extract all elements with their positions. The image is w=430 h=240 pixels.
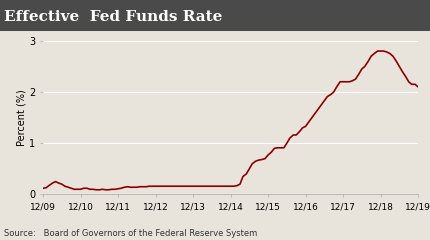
Y-axis label: Percent (%): Percent (%) bbox=[16, 89, 26, 146]
Text: Effective  Fed Funds Rate: Effective Fed Funds Rate bbox=[4, 10, 222, 24]
Text: Source:   Board of Governors of the Federal Reserve System: Source: Board of Governors of the Federa… bbox=[4, 228, 257, 238]
